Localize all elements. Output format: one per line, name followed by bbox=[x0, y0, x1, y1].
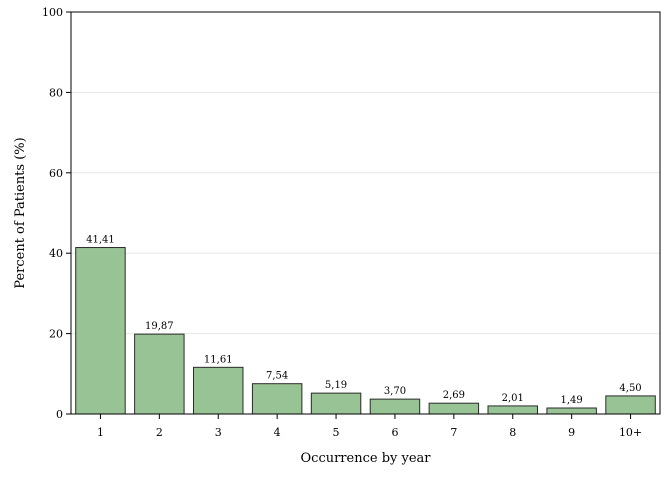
y-tick-label: 100 bbox=[42, 6, 63, 19]
bar-3 bbox=[193, 366, 244, 415]
bar-value-label: 11,61 bbox=[204, 354, 233, 365]
x-tick-label: 5 bbox=[333, 426, 340, 439]
y-tick-label: 0 bbox=[56, 408, 63, 421]
bar-5 bbox=[310, 392, 362, 415]
bar-7 bbox=[428, 402, 480, 415]
y-tick-label: 20 bbox=[49, 328, 63, 341]
y-tick-label: 40 bbox=[49, 247, 63, 260]
bar-value-label: 41,41 bbox=[86, 235, 115, 246]
bar-6 bbox=[369, 398, 421, 415]
gridlines bbox=[71, 91, 660, 335]
x-tick-label: 2 bbox=[156, 426, 163, 439]
y-axis-title: Percent of Patients (%) bbox=[13, 137, 28, 288]
bar-4 bbox=[251, 383, 303, 415]
bar-value-label: 3,70 bbox=[384, 386, 406, 397]
bar-10+ bbox=[605, 395, 656, 415]
x-tick-label: 3 bbox=[215, 426, 222, 439]
x-tick-label: 6 bbox=[391, 426, 398, 439]
x-tick-label: 4 bbox=[274, 426, 281, 439]
y-axis: 0 20 40 60 80 100 bbox=[42, 6, 71, 421]
bar-value-label: 4,50 bbox=[619, 383, 641, 394]
bar-value-label: 5,19 bbox=[325, 380, 347, 391]
bar-8 bbox=[487, 405, 538, 415]
x-tick-label: 9 bbox=[568, 426, 575, 439]
bar-value-label: 19,87 bbox=[145, 321, 174, 332]
bars: 41,41 19,87 11,61 7,54 5,19 3,70 2,69 2,01 1,49 4… bbox=[75, 235, 656, 415]
x-tick-label: 1 bbox=[97, 426, 104, 439]
bar-9 bbox=[546, 407, 597, 415]
y-tick-label: 60 bbox=[49, 167, 63, 180]
x-tick-label: 8 bbox=[509, 426, 516, 439]
x-axis-title: Occurrence by year bbox=[301, 451, 432, 466]
x-axis: 1 2 3 4 5 6 7 8 9 10+ bbox=[97, 414, 642, 439]
x-tick-label: 7 bbox=[450, 426, 457, 439]
bar-value-label: 2,69 bbox=[443, 390, 465, 401]
bar-1 bbox=[75, 247, 126, 415]
plot-frame bbox=[70, 11, 661, 415]
bar-value-label: 1,49 bbox=[561, 395, 583, 406]
y-tick-label: 80 bbox=[49, 86, 63, 99]
bar-value-label: 7,54 bbox=[266, 371, 288, 382]
x-tick-label: 10+ bbox=[619, 426, 642, 439]
bar-2 bbox=[134, 333, 185, 415]
bar-value-label: 2,01 bbox=[502, 393, 524, 404]
